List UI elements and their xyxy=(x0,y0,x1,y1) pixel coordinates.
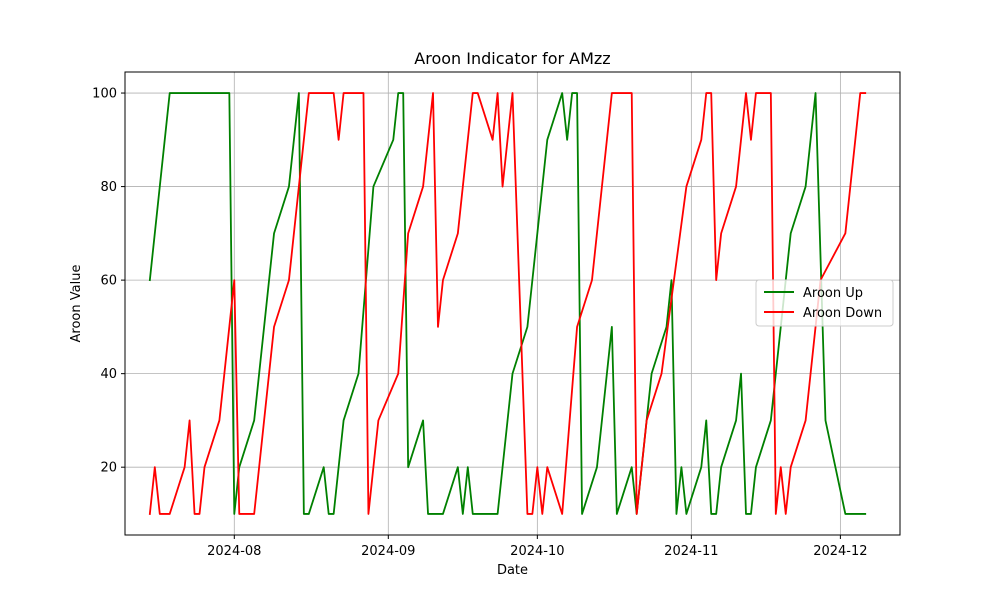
chart-title: Aroon Indicator for AMzz xyxy=(414,49,610,68)
x-tick-label: 2024-08 xyxy=(207,544,261,559)
y-axis: 20 40 60 80 100 xyxy=(92,87,125,476)
series-lines xyxy=(148,92,867,515)
x-axis: 2024-08 2024-09 2024-10 2024-11 2024-12 xyxy=(207,535,868,559)
y-axis-label: Aroon Value xyxy=(69,265,84,343)
y-tick-label: 80 xyxy=(100,180,117,195)
plot-area-frame xyxy=(124,71,901,536)
x-tick-label: 2024-10 xyxy=(510,544,564,559)
legend-label-aroon-down: Aroon Down xyxy=(803,306,882,321)
y-tick-label: 60 xyxy=(100,274,117,289)
x-tick-label: 2024-12 xyxy=(813,544,867,559)
x-tick-label: 2024-11 xyxy=(664,544,718,559)
y-tick-label: 40 xyxy=(100,367,117,382)
y-tick-label: 20 xyxy=(100,461,117,476)
series-line-aroon-up xyxy=(148,92,867,515)
x-tick-label: 2024-09 xyxy=(361,544,415,559)
x-axis-label: Date xyxy=(497,563,528,578)
legend-label-aroon-up: Aroon Up xyxy=(803,286,863,301)
legend: Aroon Up Aroon Down xyxy=(755,279,894,327)
y-tick-label: 100 xyxy=(92,87,117,102)
series-line-aroon-down xyxy=(148,92,867,515)
